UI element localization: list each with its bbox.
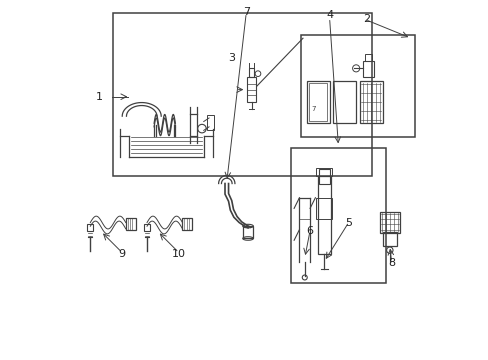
Bar xyxy=(206,116,214,130)
Bar xyxy=(316,168,331,176)
Text: 3: 3 xyxy=(228,53,235,63)
Bar xyxy=(247,77,255,102)
Bar xyxy=(242,226,253,238)
Bar xyxy=(318,169,329,184)
Text: 9: 9 xyxy=(119,249,125,260)
Bar xyxy=(306,81,329,123)
Bar xyxy=(379,212,399,233)
Bar xyxy=(248,68,254,77)
Text: 4: 4 xyxy=(325,10,332,20)
Bar xyxy=(290,148,386,283)
Bar xyxy=(363,61,373,77)
Bar xyxy=(87,224,93,231)
Bar xyxy=(144,224,149,231)
Text: 7: 7 xyxy=(242,6,249,17)
Bar xyxy=(359,81,382,123)
Text: 8: 8 xyxy=(387,258,394,268)
Bar xyxy=(364,54,371,61)
Text: 2: 2 xyxy=(363,14,369,24)
Bar xyxy=(382,232,396,246)
Bar xyxy=(125,217,135,230)
Text: 7: 7 xyxy=(311,106,316,112)
Bar xyxy=(182,217,192,230)
Text: 5: 5 xyxy=(345,217,352,228)
Text: 10: 10 xyxy=(172,249,185,260)
Bar xyxy=(113,13,371,176)
Text: 1: 1 xyxy=(96,92,102,102)
Bar xyxy=(332,81,355,123)
Bar xyxy=(308,83,327,121)
Bar xyxy=(317,176,330,255)
Bar xyxy=(316,198,331,219)
Text: 6: 6 xyxy=(306,226,313,237)
Bar xyxy=(301,35,414,138)
